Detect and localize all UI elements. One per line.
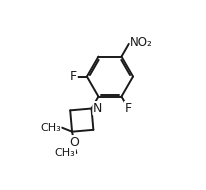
Text: N: N [92, 102, 102, 115]
Text: CH₃: CH₃ [40, 123, 61, 133]
Text: NO₂: NO₂ [130, 36, 152, 49]
Text: O: O [69, 136, 79, 149]
Text: F: F [70, 70, 77, 83]
Text: F: F [124, 101, 131, 115]
Text: CH₃: CH₃ [54, 148, 75, 158]
